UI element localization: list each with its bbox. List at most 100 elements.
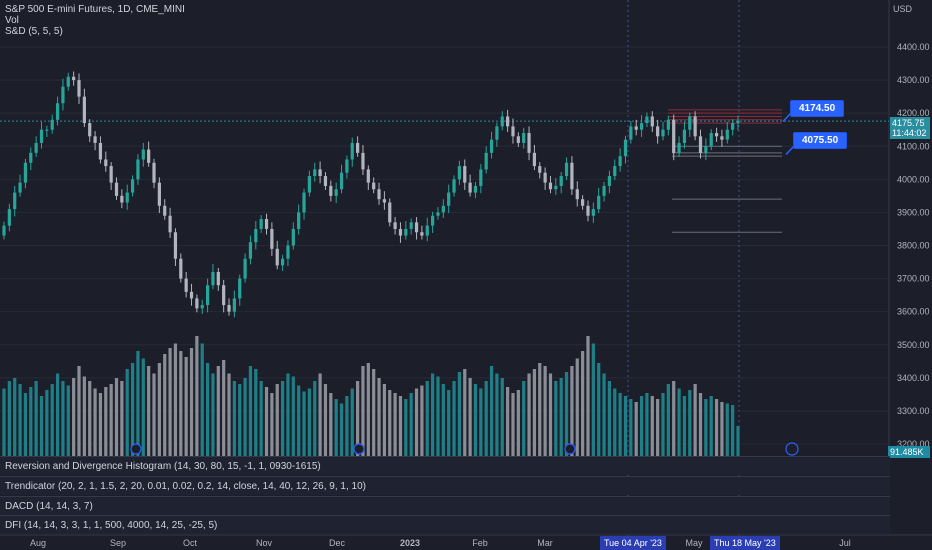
volume-bar (634, 402, 638, 456)
volume-bar (532, 369, 537, 456)
pane-rdh[interactable]: Reversion and Divergence Histogram (14, … (0, 456, 890, 475)
legend-sd[interactable]: S&D (5, 5, 5) (5, 26, 63, 37)
price-tick-label: 4200.00 (897, 108, 930, 118)
volume-bar (382, 384, 387, 456)
volume-bar (372, 369, 376, 456)
candle (607, 176, 612, 186)
candle (34, 142, 38, 153)
candle (704, 146, 708, 153)
pane-dacd[interactable]: DACD (14, 14, 3, 7) (0, 496, 890, 515)
candle (280, 258, 285, 266)
volume-bar (613, 388, 617, 456)
volume-bar (7, 381, 11, 456)
volume-bar (629, 399, 633, 456)
legend-vol[interactable]: Vol (5, 15, 19, 26)
volume-bar (157, 363, 161, 456)
candle (361, 152, 365, 170)
volume-bar (447, 390, 451, 456)
candle (302, 192, 306, 213)
volume-bar (506, 387, 510, 456)
candle (693, 116, 697, 137)
volume-bar (581, 351, 585, 456)
candle (254, 228, 258, 243)
volume-bar (693, 384, 697, 456)
pane-trendicator[interactable]: Trendicator (20, 2, 1, 1.5, 2, 20, 0.01,… (0, 476, 890, 495)
volume-bar (184, 357, 188, 456)
volume-bar (334, 399, 338, 456)
volume-bar (388, 390, 392, 456)
candle (232, 298, 236, 312)
candle (243, 258, 247, 279)
price-tick-label: 3300.00 (897, 406, 930, 416)
candle (404, 228, 408, 236)
volume-bar (39, 396, 44, 456)
volume-bar (243, 378, 247, 456)
volume-bar (575, 358, 579, 456)
candle (313, 169, 317, 177)
candle (479, 169, 483, 186)
candle (709, 133, 713, 147)
volume-bar (484, 381, 488, 456)
candle (211, 271, 215, 286)
time-tick-label: Oct (183, 538, 198, 548)
volume-bar (736, 426, 740, 456)
time-tick-label: Feb (472, 538, 488, 548)
volume-bar (313, 381, 317, 456)
candle (447, 192, 451, 206)
volume-bar (318, 373, 322, 456)
volume-bar (398, 396, 403, 456)
candle (157, 182, 161, 206)
candle (629, 126, 633, 140)
volume-bar (152, 373, 156, 456)
candle (489, 139, 494, 153)
candle (98, 142, 103, 160)
candle (13, 192, 17, 210)
candle (425, 225, 429, 236)
candle (591, 209, 595, 216)
callout-upper[interactable]: 4174.50 (790, 100, 845, 117)
volume-bar (431, 373, 435, 456)
candle (436, 212, 440, 216)
volume-bar (98, 393, 103, 456)
candle (538, 166, 542, 173)
callout-lower[interactable]: 4075.50 (793, 132, 848, 149)
candle (339, 172, 344, 190)
volume-bar (61, 381, 65, 456)
volume-bar (554, 381, 558, 456)
volume-bar (393, 393, 397, 456)
candle (329, 185, 333, 196)
candle (270, 228, 274, 249)
symbol-title[interactable]: S&P 500 E-mini Futures, 1D, CME_MINI (5, 4, 185, 15)
volume-bar (425, 381, 429, 456)
candle (72, 76, 76, 81)
candle (639, 123, 644, 130)
candle (656, 126, 660, 137)
candle (163, 205, 167, 216)
candle (286, 245, 290, 259)
time-tick-label: Mar (537, 538, 553, 548)
volume-bar (436, 376, 440, 456)
candle (114, 182, 119, 196)
volume-bar (189, 348, 194, 456)
candle (195, 298, 199, 309)
candle (414, 222, 419, 233)
candle (586, 205, 590, 216)
volume-bar (88, 381, 92, 456)
volume-bar (350, 388, 354, 456)
volume-bar (457, 372, 462, 456)
volume-badge: 91.485K (888, 446, 930, 458)
volume-bar (602, 373, 606, 456)
time-tick-label: May (685, 538, 703, 548)
candle (323, 176, 328, 186)
volume-bar (704, 399, 708, 456)
volume-bar (516, 390, 520, 456)
volume-bar (93, 388, 97, 456)
volume-bar (130, 363, 135, 456)
candle (366, 169, 370, 183)
price-tick-label: 3600.00 (897, 307, 930, 317)
pane-dfi[interactable]: DFI (14, 14, 3, 3, 1, 1, 500, 4000, 14, … (0, 515, 890, 534)
candle (168, 215, 172, 233)
volume-bar (205, 363, 210, 456)
volume-bar (104, 387, 108, 456)
